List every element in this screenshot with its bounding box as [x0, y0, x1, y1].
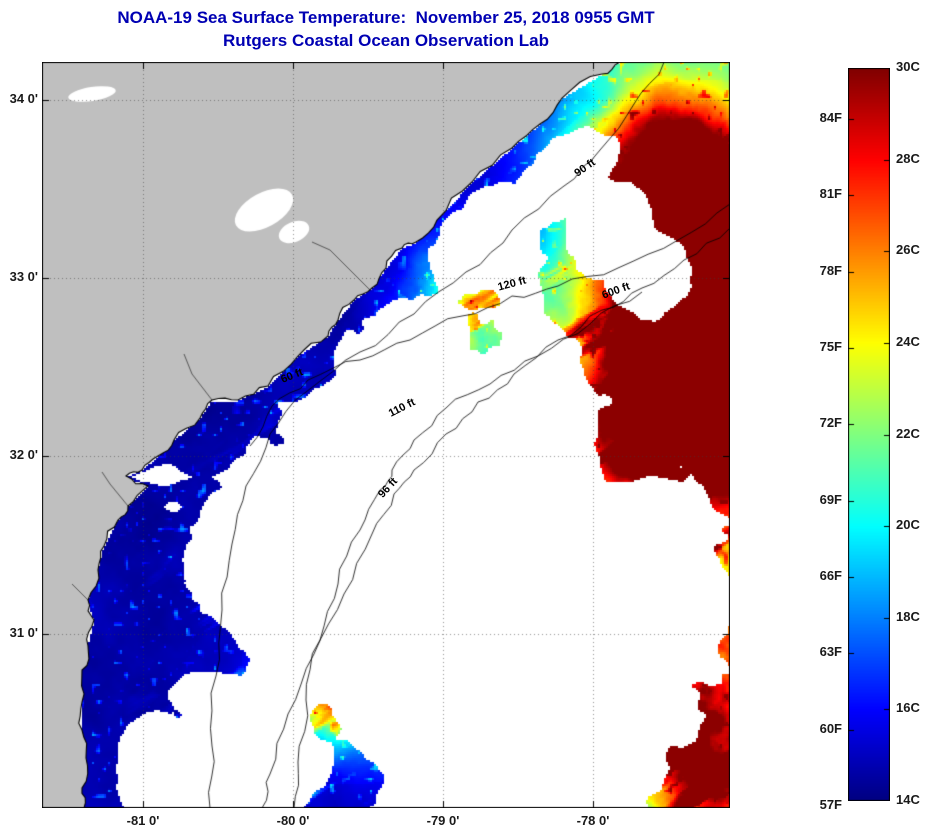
- colorbar-fahrenheit-label: 57F: [819, 797, 842, 813]
- y-axis-label: 31 0': [9, 625, 38, 640]
- colorbar-fahrenheit-label: 72F: [819, 415, 842, 431]
- header: NOAA-19 Sea Surface Temperature: Novembe…: [42, 6, 730, 52]
- colorbar-celsius-label: 14C: [896, 792, 920, 807]
- colorbar-fahrenheit-label: 63F: [819, 644, 842, 660]
- x-axis-label: -79 0': [426, 813, 460, 828]
- y-axis-label: 32 0': [9, 447, 38, 462]
- colorbar-fahrenheit-label: 60F: [819, 720, 842, 736]
- colorbar: [848, 68, 890, 801]
- colorbar-celsius-label: 16C: [896, 700, 920, 716]
- colorbar-fahrenheit-label: 75F: [819, 338, 842, 354]
- x-axis-label: -81 0': [126, 813, 160, 828]
- colorbar-celsius-label: 28C: [896, 150, 920, 166]
- page-title: NOAA-19 Sea Surface Temperature: Novembe…: [117, 8, 655, 27]
- x-axis-label: -80 0': [276, 813, 310, 828]
- colorbar-fahrenheit-label: 81F: [819, 186, 842, 202]
- y-axis-label: 33 0': [9, 269, 38, 284]
- x-axis-label: -78 0': [576, 813, 610, 828]
- sst-map: 90 ft 120 ft 600 ft 60 ft 110 ft 96 ft: [42, 62, 730, 808]
- colorbar-fahrenheit-label: 78F: [819, 262, 842, 278]
- colorbar-fahrenheit-label: 84F: [819, 109, 842, 125]
- colorbar-celsius-label: 30C: [896, 59, 920, 74]
- colorbar-celsius-label: 22C: [896, 425, 920, 441]
- colorbar-fahrenheit-label: 66F: [819, 568, 842, 584]
- colorbar-celsius-label: 20C: [896, 517, 920, 533]
- colorbar-canvas: [848, 68, 890, 801]
- colorbar-celsius-label: 18C: [896, 608, 920, 624]
- y-axis-label: 34 0': [9, 91, 38, 106]
- colorbar-celsius-label: 26C: [896, 242, 920, 258]
- colorbar-fahrenheit-label: 69F: [819, 491, 842, 507]
- sst-map-canvas: [42, 62, 730, 808]
- page-subtitle: Rutgers Coastal Ocean Observation Lab: [223, 31, 549, 50]
- colorbar-celsius-label: 24C: [896, 333, 920, 349]
